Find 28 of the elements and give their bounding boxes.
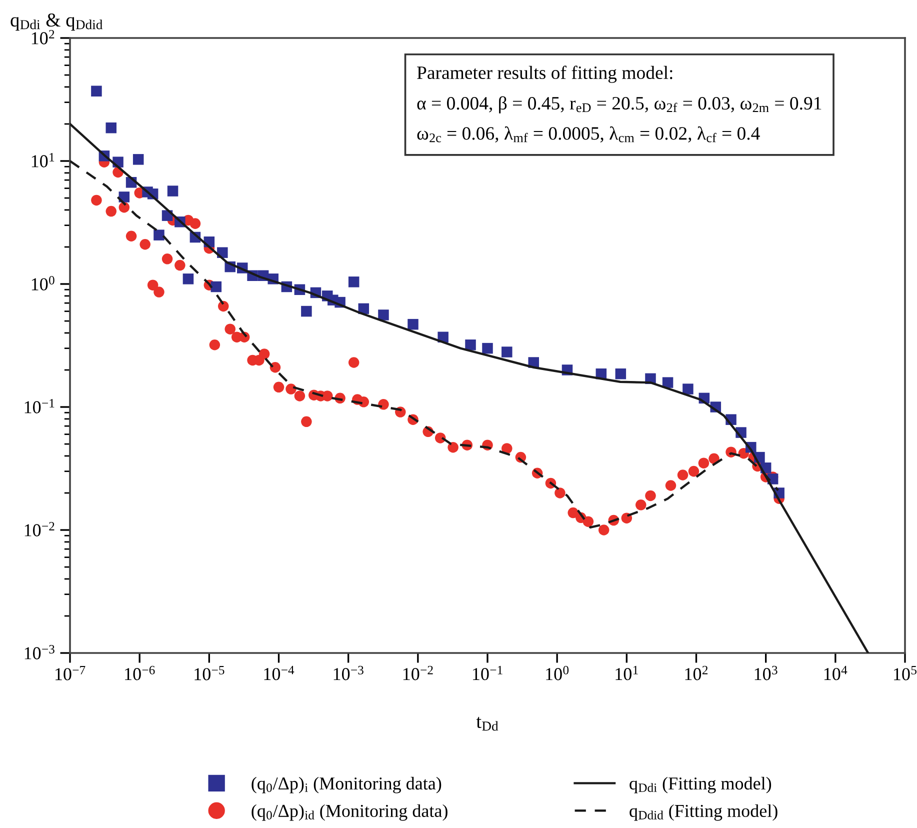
legend-label: q$_{Ddid}$ (Fitting model)	[630, 804, 778, 821]
x-tick-label: 10$^{−7}$	[56, 666, 86, 680]
annotation: Parameter results of fitting model:	[417, 66, 672, 83]
x-tick-label: 10$^{−5}$	[194, 666, 224, 680]
y-tick-label: 10$^{1}$	[32, 153, 54, 168]
x-tick-label: 10$^{−1}$	[473, 666, 502, 680]
x-tick-label: 10$^{5}$	[894, 666, 916, 680]
x-tick-label: 10$^{1}$	[616, 666, 638, 680]
y-tick-label: 10$^{2}$	[32, 30, 54, 44]
y-tick-label: 10$^{−2}$	[24, 522, 54, 536]
legend-label: (q$_{0}$/Δp)$_{id}$ (Monitoring data)	[252, 804, 448, 821]
y-tick-label: 10$^{−1}$	[24, 399, 54, 414]
x-axis-title: t$_{Dd}$	[476, 716, 498, 731]
x-tick-label: 10$^{3}$	[754, 666, 778, 680]
x-tick-label: 10$^{0}$	[546, 666, 569, 680]
text: ω$_{2c}$ = 0.06, λ$_{mf}$ = 0.0005, λ$_{cm}$ = 0.02, λ$_{cf}$ = 0.4	[417, 126, 760, 142]
x-tick-label: 10$^{2}$	[685, 666, 708, 680]
x-tick-label: 10$^{−4}$	[264, 666, 294, 680]
y-axis-title: q$_{Ddi}$ & q$_{Ddid}$	[10, 14, 103, 31]
x-tick-label: 10$^{4}$	[824, 666, 848, 680]
x-tick-label: 10$^{−2}$	[403, 666, 433, 680]
y-tick-label: 10$^{0}$	[32, 276, 54, 290]
legend-label: q$_{Ddi}$ (Fitting model)	[630, 776, 772, 794]
annotation: α = 0.004, β = 0.45, r$_{eD}$ = 20.5, ω$_{2f}$ = 0.03, ω$_{2m}$ = 0.91	[417, 96, 822, 114]
y-tick-label: 10$^{−3}$	[24, 645, 54, 660]
x-tick-label: 10$^{−3}$	[334, 666, 364, 680]
x-tick-label: 10$^{−6}$	[125, 666, 155, 680]
legend-label: (q$_{0}$/Δp)$_{i}$ (Monitoring data)	[252, 776, 442, 794]
